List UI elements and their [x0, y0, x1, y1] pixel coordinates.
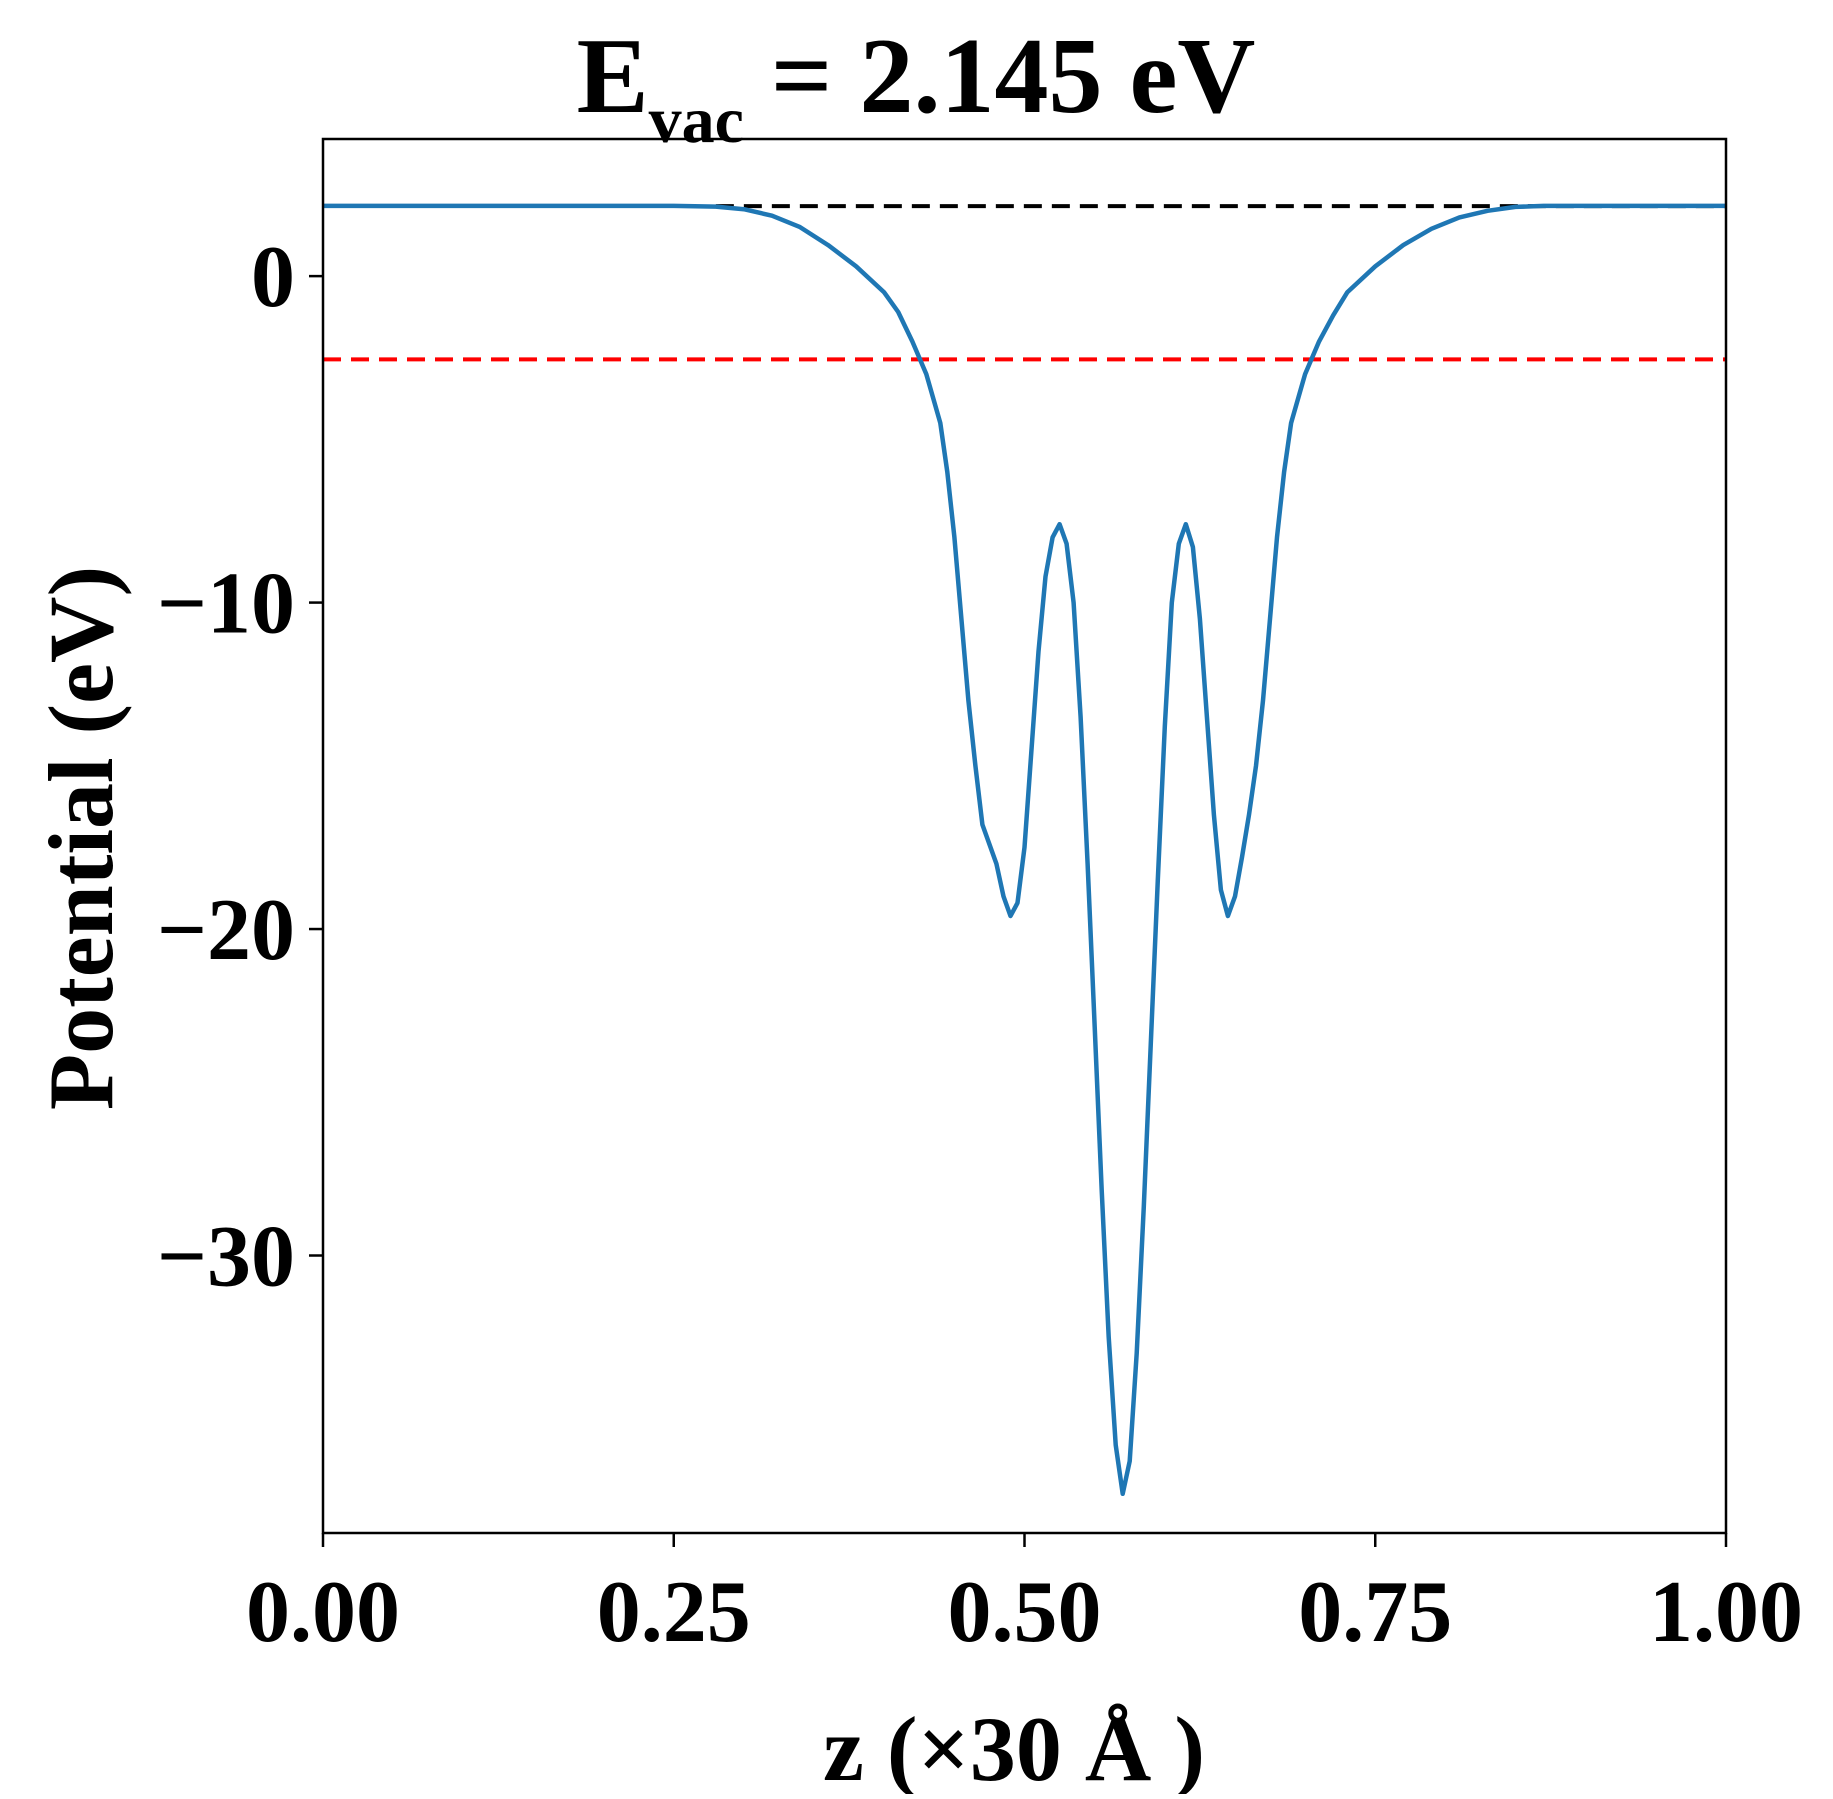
x-axis-title: z (×30 Å ) [823, 1698, 1205, 1794]
y-tick-label-1: −10 [157, 556, 295, 653]
x-tick-label-0: 0.00 [246, 1564, 400, 1661]
title-symbol: E [577, 17, 649, 136]
y-axis-title: Potential (eV) [30, 566, 132, 1110]
y-tick-label-0: 0 [251, 229, 295, 326]
series-line-0 [323, 203, 1726, 1497]
x-tick-label-2: 0.50 [948, 1564, 1102, 1661]
y-tick-label-3: −30 [157, 1209, 295, 1306]
y-tick-label-2: −20 [157, 882, 295, 979]
plot-area: 0.00 0.25 0.50 0.75 1.00 0 −10 −20 −30 [157, 137, 1803, 1661]
x-tick-label-1: 0.25 [597, 1564, 751, 1661]
title-subscript: vac [649, 84, 744, 157]
title-rest: = 2.145 eV [744, 17, 1255, 136]
x-tick-label-3: 0.75 [1298, 1564, 1452, 1661]
x-tick-label-4: 1.00 [1649, 1564, 1803, 1661]
chart-title: Evac = 2.145 eV [577, 17, 1256, 157]
